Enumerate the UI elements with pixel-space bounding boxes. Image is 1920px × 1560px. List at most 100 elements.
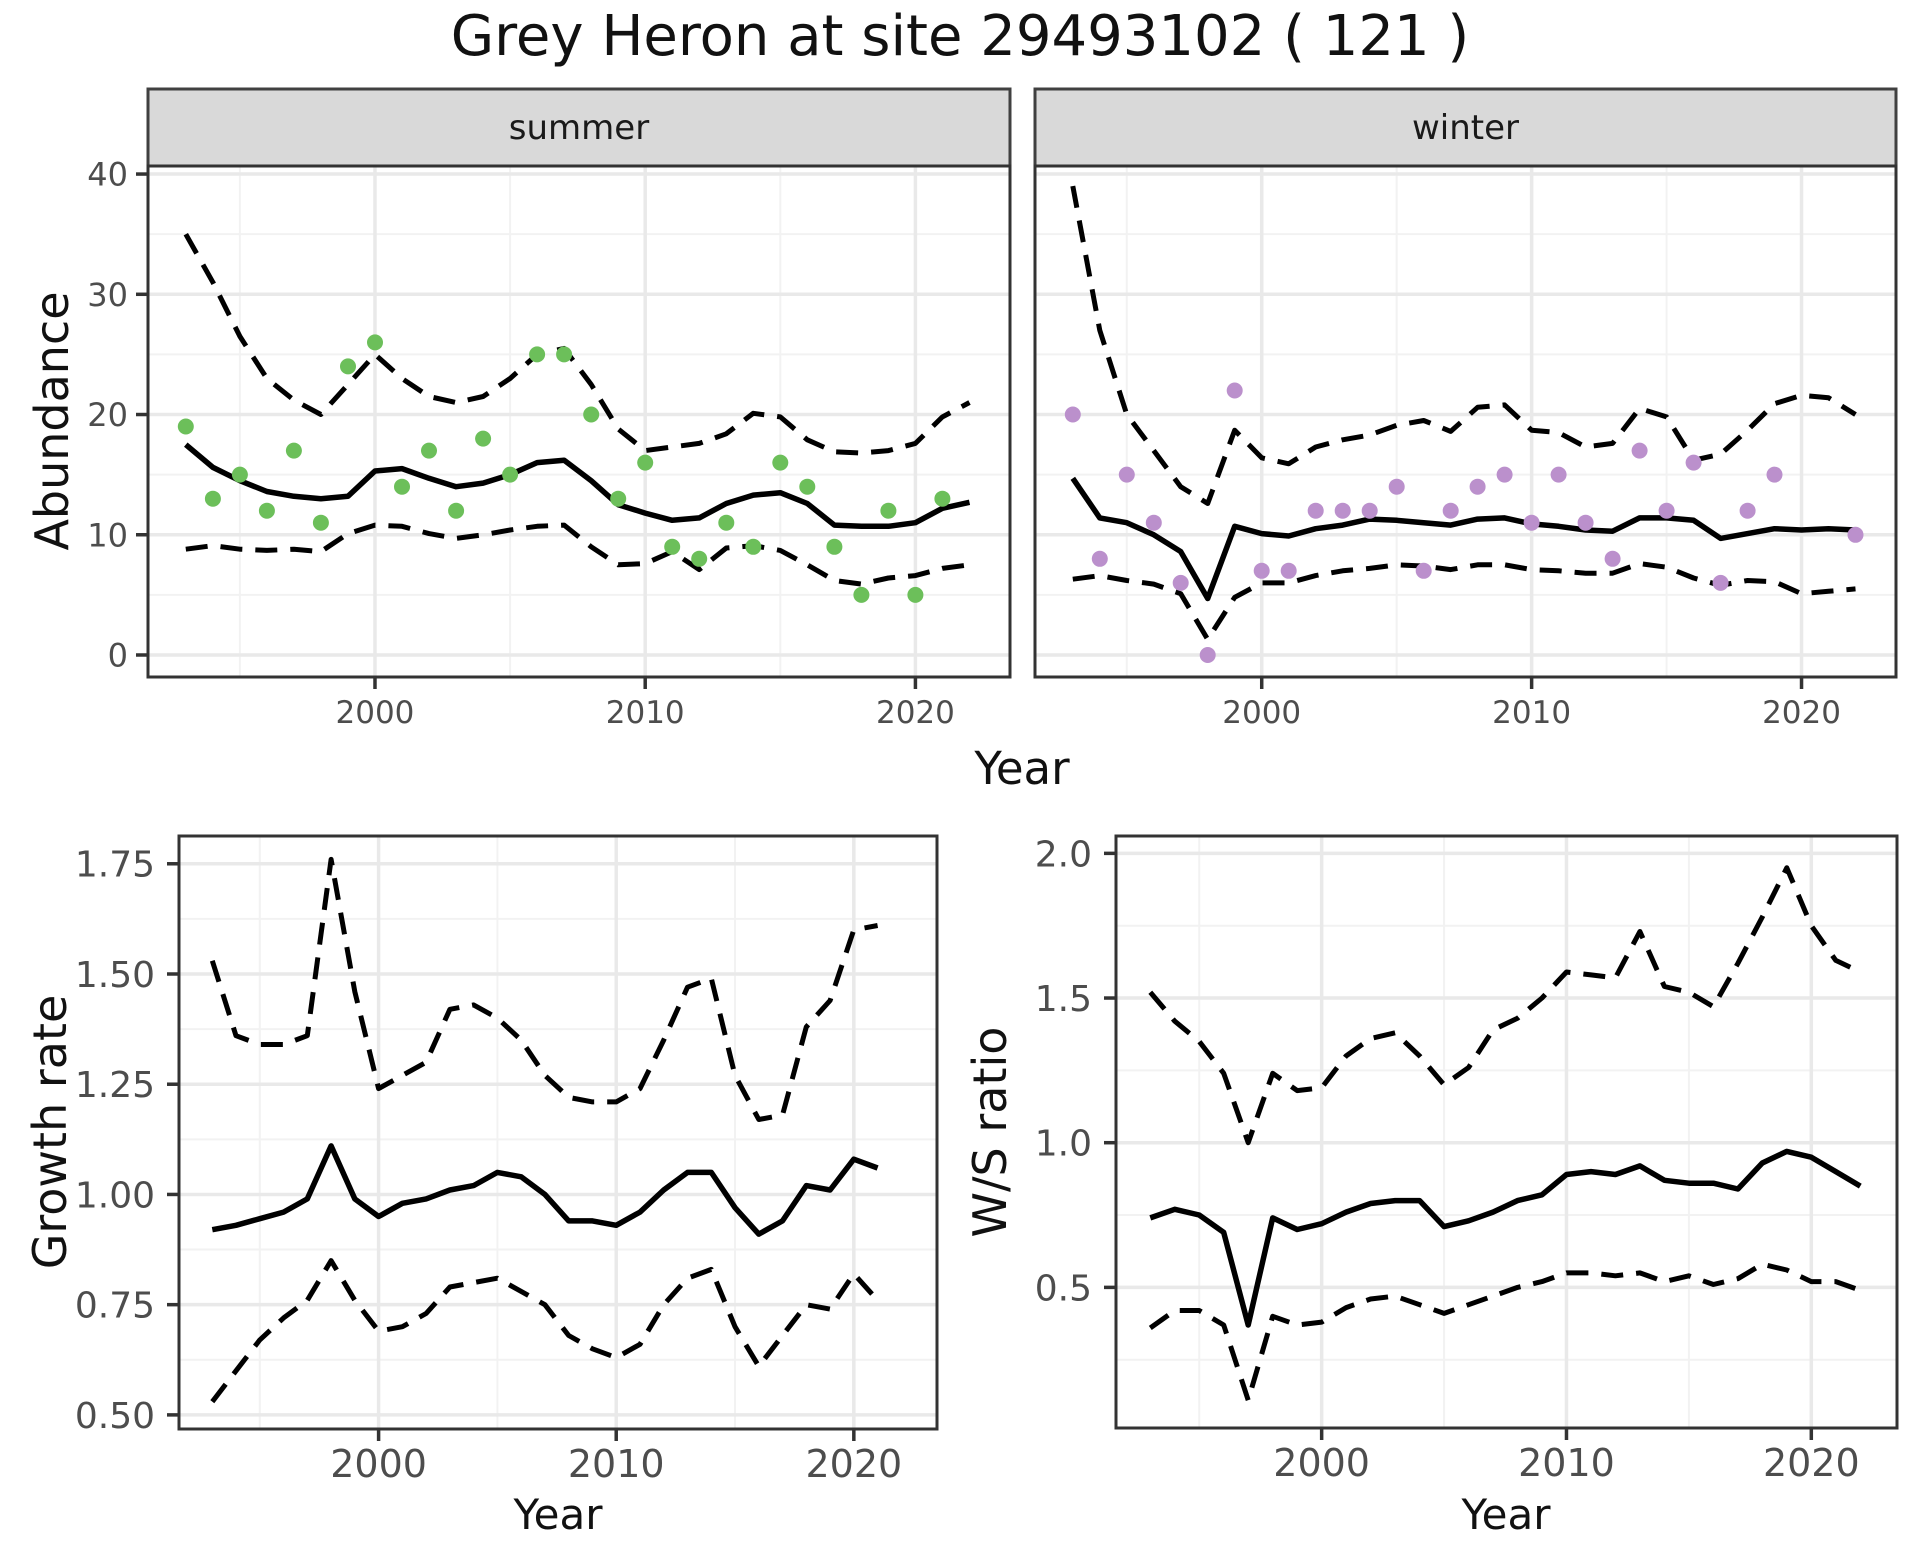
ws-y-tick-label: 2.0	[1035, 834, 1092, 875]
ws-x-tick-label: 2000	[1273, 1441, 1370, 1485]
summer-x-tick-label: 2000	[336, 695, 415, 731]
summer-y-tick-label: 10	[87, 516, 128, 554]
summer-data-point	[340, 358, 356, 375]
x-axis-title-year-growth: Year	[513, 1490, 603, 1539]
winter-data-point	[1226, 382, 1243, 399]
summer-data-point	[367, 334, 383, 351]
growth-y-tick-label: 1.25	[75, 1065, 155, 1106]
summer-y-tick-label: 40	[87, 156, 128, 194]
winter-data-point	[1091, 550, 1108, 567]
winter-data-point	[1253, 562, 1270, 579]
growth-y-tick-label: 1.75	[75, 845, 155, 886]
winter-data-point	[1523, 514, 1540, 531]
ws-x-tick-label: 2020	[1763, 1441, 1860, 1485]
summer-x-tick-label: 2010	[606, 695, 685, 731]
winter-data-point	[1658, 502, 1675, 519]
growth-y-tick-label: 1.00	[75, 1175, 155, 1216]
summer-panel-bg	[148, 166, 1010, 677]
winter-data-point	[1496, 466, 1513, 483]
winter-data-point	[1712, 574, 1729, 591]
summer-data-point	[312, 514, 329, 531]
winter-x-tick-label: 2010	[1492, 695, 1571, 731]
ws-x-tick-label: 2010	[1518, 1441, 1615, 1485]
winter-data-point	[1307, 502, 1324, 519]
summer-data-point	[556, 346, 573, 363]
summer-data-point	[664, 538, 681, 555]
winter-data-point	[1550, 466, 1567, 483]
winter-panel-bg	[1035, 166, 1896, 677]
y-axis-title-abundance: Abundance	[25, 291, 79, 551]
facet-strip-label-winter: winter	[1411, 107, 1520, 148]
ws-panel-border	[1114, 834, 1899, 1430]
ws-upper-ci-line	[1148, 865, 1862, 1146]
summer-data-point	[583, 406, 600, 423]
summer-y-tick-label: 20	[87, 396, 128, 434]
ws-y-tick-label: 0.5	[1035, 1268, 1092, 1309]
summer-data-point	[799, 478, 816, 495]
ws-y-tick-label: 1.0	[1035, 1124, 1092, 1165]
ws-panel-bg	[1116, 836, 1897, 1428]
growth-y-tick-label: 0.75	[75, 1286, 155, 1327]
summer-data-point	[772, 454, 789, 471]
growth-y-tick-label: 1.50	[75, 955, 155, 996]
winter-data-point	[1388, 478, 1405, 495]
summer-data-point	[637, 454, 654, 471]
summer-data-point	[691, 550, 708, 567]
winter-data-point	[1064, 406, 1081, 423]
growth-panel-border	[177, 834, 939, 1431]
summer-data-point	[529, 346, 546, 363]
growth-panel-bg	[179, 836, 937, 1429]
summer-fit-line	[184, 442, 971, 530]
summer-data-point	[718, 514, 735, 531]
summer-data-point	[421, 442, 437, 459]
winter-data-point	[1199, 647, 1216, 663]
summer-data-point	[745, 538, 762, 555]
winter-x-tick-label: 2000	[1222, 695, 1301, 731]
winter-data-point	[1415, 562, 1432, 579]
summer-x-tick-label: 2020	[876, 695, 955, 731]
winter-data-point	[1442, 502, 1459, 519]
summer-data-point	[853, 586, 870, 603]
winter-data-point	[1118, 466, 1135, 483]
y-axis-title-growth-rate: Growth rate	[23, 994, 77, 1270]
winter-data-point	[1604, 550, 1621, 567]
winter-data-point	[1631, 442, 1648, 459]
facet-strip-label-summer: summer	[508, 107, 650, 148]
summer-data-point	[204, 490, 221, 507]
summer-data-point	[258, 502, 275, 519]
winter-data-point	[1739, 502, 1756, 519]
summer-data-point	[610, 490, 627, 507]
growth-y-tick-label: 0.50	[75, 1396, 155, 1437]
summer-data-point	[502, 466, 519, 483]
winter-data-point	[1469, 478, 1486, 495]
winter-data-point	[1847, 526, 1864, 543]
summer-facet-strip	[146, 87, 1012, 168]
summer-lower-ci-line	[185, 522, 970, 587]
summer-panel-border	[146, 164, 1012, 679]
winter-data-point	[1361, 502, 1378, 519]
ws-lower-ci-line	[1148, 1261, 1862, 1403]
growth-x-tick-label: 2010	[568, 1442, 665, 1486]
growth-upper-ci-line	[209, 856, 879, 1122]
growth-fit-line	[211, 1143, 879, 1237]
ws-fit-line	[1149, 1148, 1862, 1328]
summer-upper-ci-line	[183, 232, 971, 456]
ws-y-tick-label: 1.5	[1035, 979, 1092, 1020]
summer-data-point	[934, 490, 951, 507]
x-axis-title-year-ws: Year	[1461, 1490, 1551, 1539]
summer-y-tick-label: 0	[108, 637, 128, 675]
summer-data-point	[177, 418, 194, 435]
growth-lower-ci-line	[210, 1258, 880, 1404]
summer-data-point	[285, 442, 302, 459]
x-axis-title-year-top: Year	[974, 742, 1070, 795]
summer-data-point	[907, 586, 924, 603]
summer-data-point	[826, 538, 843, 555]
summer-data-point	[475, 430, 492, 447]
winter-data-point	[1766, 466, 1783, 483]
winter-data-point	[1172, 574, 1189, 591]
winter-data-point	[1685, 454, 1702, 471]
winter-data-point	[1145, 514, 1162, 531]
winter-x-tick-label: 2020	[1762, 695, 1841, 731]
